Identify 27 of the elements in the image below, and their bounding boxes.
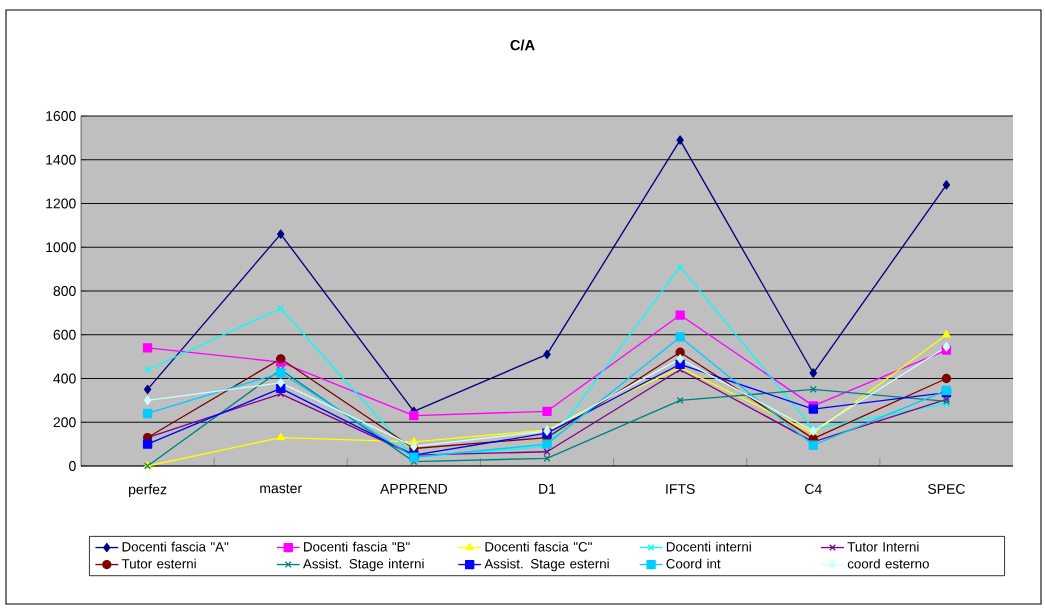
- x-tick-label: D1: [539, 484, 556, 494]
- y-tick-label: 1600: [46, 111, 76, 121]
- legend-label: Docenti fascia "B": [304, 541, 410, 552]
- x-tick-label: IFTS: [666, 484, 695, 494]
- chart-title: C/A: [510, 39, 535, 51]
- legend-label: Docenti interni: [666, 541, 751, 552]
- legend-label: Tutor Interni: [847, 541, 919, 552]
- y-tick-label: 200: [53, 417, 76, 428]
- y-tick-label: 1400: [46, 154, 76, 165]
- x-tick-label: perfez: [129, 484, 167, 498]
- legend-label: Tutor esterni: [121, 558, 196, 569]
- legend-label: Assist. Stage interni: [302, 558, 424, 572]
- x-tick-label: master: [260, 484, 302, 494]
- y-tick-label: 0: [69, 461, 76, 471]
- y-tick-label: 1200: [46, 198, 76, 209]
- y-tick-label: 1000: [46, 242, 76, 253]
- x-tick-label: SPEC: [927, 484, 965, 494]
- legend-label: Assist. Stage esterni: [484, 558, 609, 572]
- x-tick-label: C4: [805, 484, 822, 494]
- legend-label: coord esterno: [847, 558, 929, 569]
- y-tick-label: 400: [53, 373, 76, 384]
- x-tick-label: APPREND: [380, 484, 448, 494]
- y-tick-label: 600: [53, 329, 76, 340]
- legend-label: Docenti fascia "A": [122, 541, 229, 552]
- legend-label: Docenti fascia "C": [485, 541, 592, 552]
- legend-label: Coord int: [666, 558, 721, 569]
- y-tick-label: 800: [53, 286, 76, 296]
